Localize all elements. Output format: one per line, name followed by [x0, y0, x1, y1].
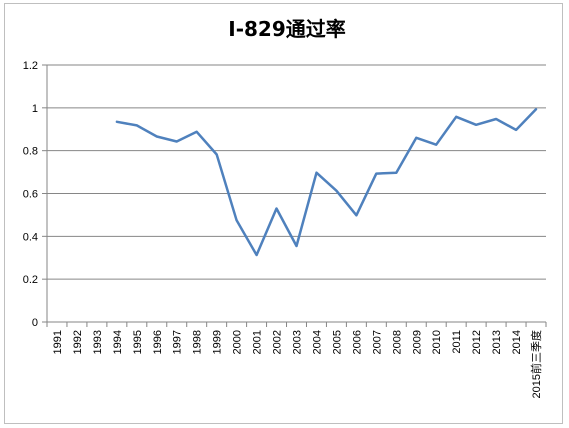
y-tick-labels: 0 0.2 0.4 0.6 0.8 1 1.2 [23, 60, 38, 329]
y-tick-label: 0.2 [23, 274, 38, 286]
x-tick-label: 1992 [72, 330, 84, 354]
x-tick-label: 2012 [471, 330, 483, 354]
x-tick-label: 2005 [331, 330, 343, 354]
x-tick-label: 1995 [132, 330, 144, 354]
x-tick-label: 1998 [192, 330, 204, 354]
x-tick-label: 1999 [212, 330, 224, 354]
x-tick-label: 2003 [292, 330, 304, 354]
x-tick-label: 2004 [311, 330, 323, 354]
x-tick-label: 2010 [431, 330, 443, 354]
x-tick-label: 2001 [252, 330, 264, 354]
gridlines [47, 64, 546, 280]
x-tick-label: 2007 [371, 330, 383, 354]
x-tick-label: 1991 [52, 330, 64, 354]
x-tick-label: 2009 [411, 330, 423, 354]
chart-frame [4, 3, 563, 424]
x-tick-label: 2011 [451, 330, 463, 354]
axes [42, 64, 547, 327]
x-tick-label: 2002 [272, 330, 284, 354]
x-tick-label: 1996 [152, 330, 164, 354]
x-tick-labels: 1991 1992 1993 1994 1995 1996 1997 1998 1999 2000… [52, 330, 543, 398]
series-layer [115, 108, 538, 257]
x-tick-label: 1993 [92, 330, 104, 354]
y-tick-label: 0.6 [23, 189, 38, 201]
y-tick-label: 0.4 [23, 231, 38, 243]
chart-title: I-829通过率 [228, 17, 346, 41]
y-tick-label: 1.2 [23, 60, 38, 72]
x-tick-label: 2013 [491, 330, 503, 354]
series-line [115, 108, 538, 257]
y-tick-label: 1 [32, 103, 38, 115]
x-tick-label: 2006 [351, 330, 363, 354]
y-tick-label: 0.8 [23, 146, 38, 158]
x-tick-label: 2014 [511, 330, 523, 354]
x-tick-label: 1994 [112, 330, 124, 354]
x-tick-label: 2008 [391, 330, 403, 354]
x-tick-label: 2015前三季度 [529, 330, 543, 398]
x-tick-label: 2000 [232, 330, 244, 354]
y-tick-label: 0 [32, 317, 38, 329]
x-tick-label: 1997 [172, 330, 184, 354]
